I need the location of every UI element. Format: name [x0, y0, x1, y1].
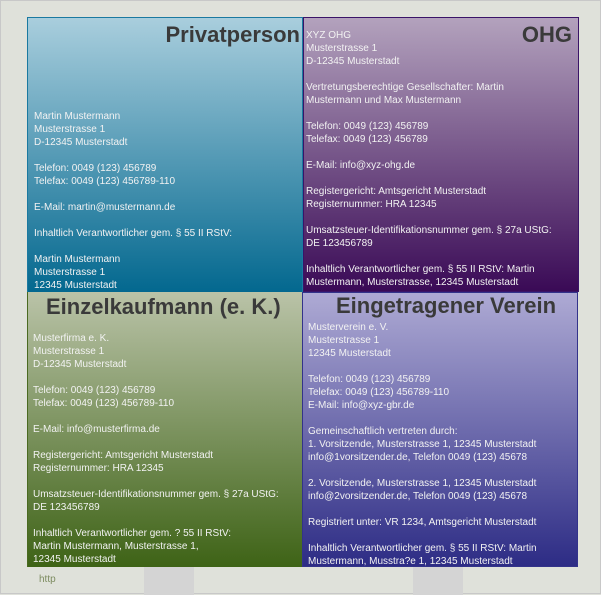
card-title: Einzelkaufmann (e. K.): [46, 294, 281, 319]
card-text: Musterverein e. V. Musterstrasse 1 12345…: [308, 322, 537, 567]
card-eingetragener-verein: Eingetragener Verein Musterverein e. V. …: [302, 292, 578, 567]
footer-bar: [144, 567, 194, 595]
card-text: XYZ OHG Musterstrasse 1 D-12345 Musterst…: [306, 30, 552, 288]
card-text: Martin Mustermann Musterstrasse 1 D-1234…: [34, 111, 233, 291]
card-title: Eingetragener Verein: [336, 293, 557, 318]
card-title: OHG: [521, 22, 572, 47]
card-einzelkaufmann: Einzelkaufmann (e. K.) Musterfirma e. K.…: [27, 292, 303, 567]
overlay-text: http: [39, 574, 56, 585]
card-ohg: OHG XYZ OHG Musterstrasse 1 D-12345 Must…: [303, 17, 579, 292]
card-text: Musterfirma e. K. Musterstrasse 1 D-1234…: [33, 333, 279, 565]
card-title: Privatperson: [165, 22, 301, 47]
card-privatperson: Privatperson Martin Mustermann Musterstr…: [27, 17, 303, 293]
footer-bar: [413, 567, 463, 595]
